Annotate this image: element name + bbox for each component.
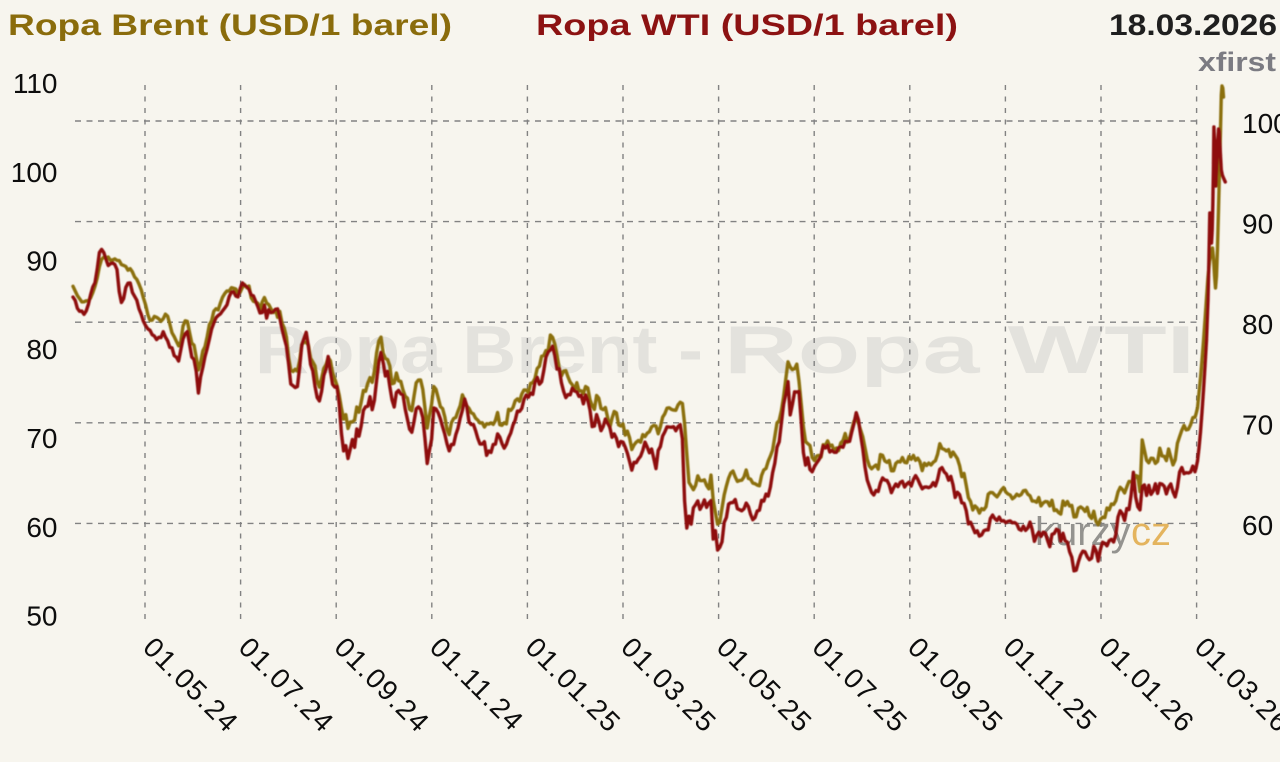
svg-text:100: 100: [11, 157, 58, 188]
svg-text:18.03.2026: 18.03.2026: [1109, 9, 1277, 42]
svg-text:80: 80: [1242, 309, 1273, 340]
svg-text:60: 60: [26, 512, 57, 543]
svg-text:90: 90: [26, 246, 57, 277]
svg-text:50: 50: [26, 601, 57, 632]
svg-text:60: 60: [1242, 510, 1273, 541]
svg-text:Ropa WTI (USD/1 barel): Ropa WTI (USD/1 barel): [536, 9, 958, 42]
svg-text:80: 80: [26, 334, 57, 365]
svg-text:xfirst: xfirst: [1198, 47, 1276, 77]
svg-text:Ropa WTI: Ropa WTI: [724, 312, 1195, 388]
svg-text:70: 70: [26, 423, 57, 454]
svg-text:110: 110: [13, 68, 58, 99]
svg-text:cz: cz: [1131, 510, 1171, 554]
svg-text:90: 90: [1242, 209, 1273, 240]
svg-text:100: 100: [1242, 108, 1280, 139]
svg-text:70: 70: [1242, 410, 1273, 441]
svg-text:Ropa Brent (USD/1 barel): Ropa Brent (USD/1 barel): [8, 9, 452, 42]
